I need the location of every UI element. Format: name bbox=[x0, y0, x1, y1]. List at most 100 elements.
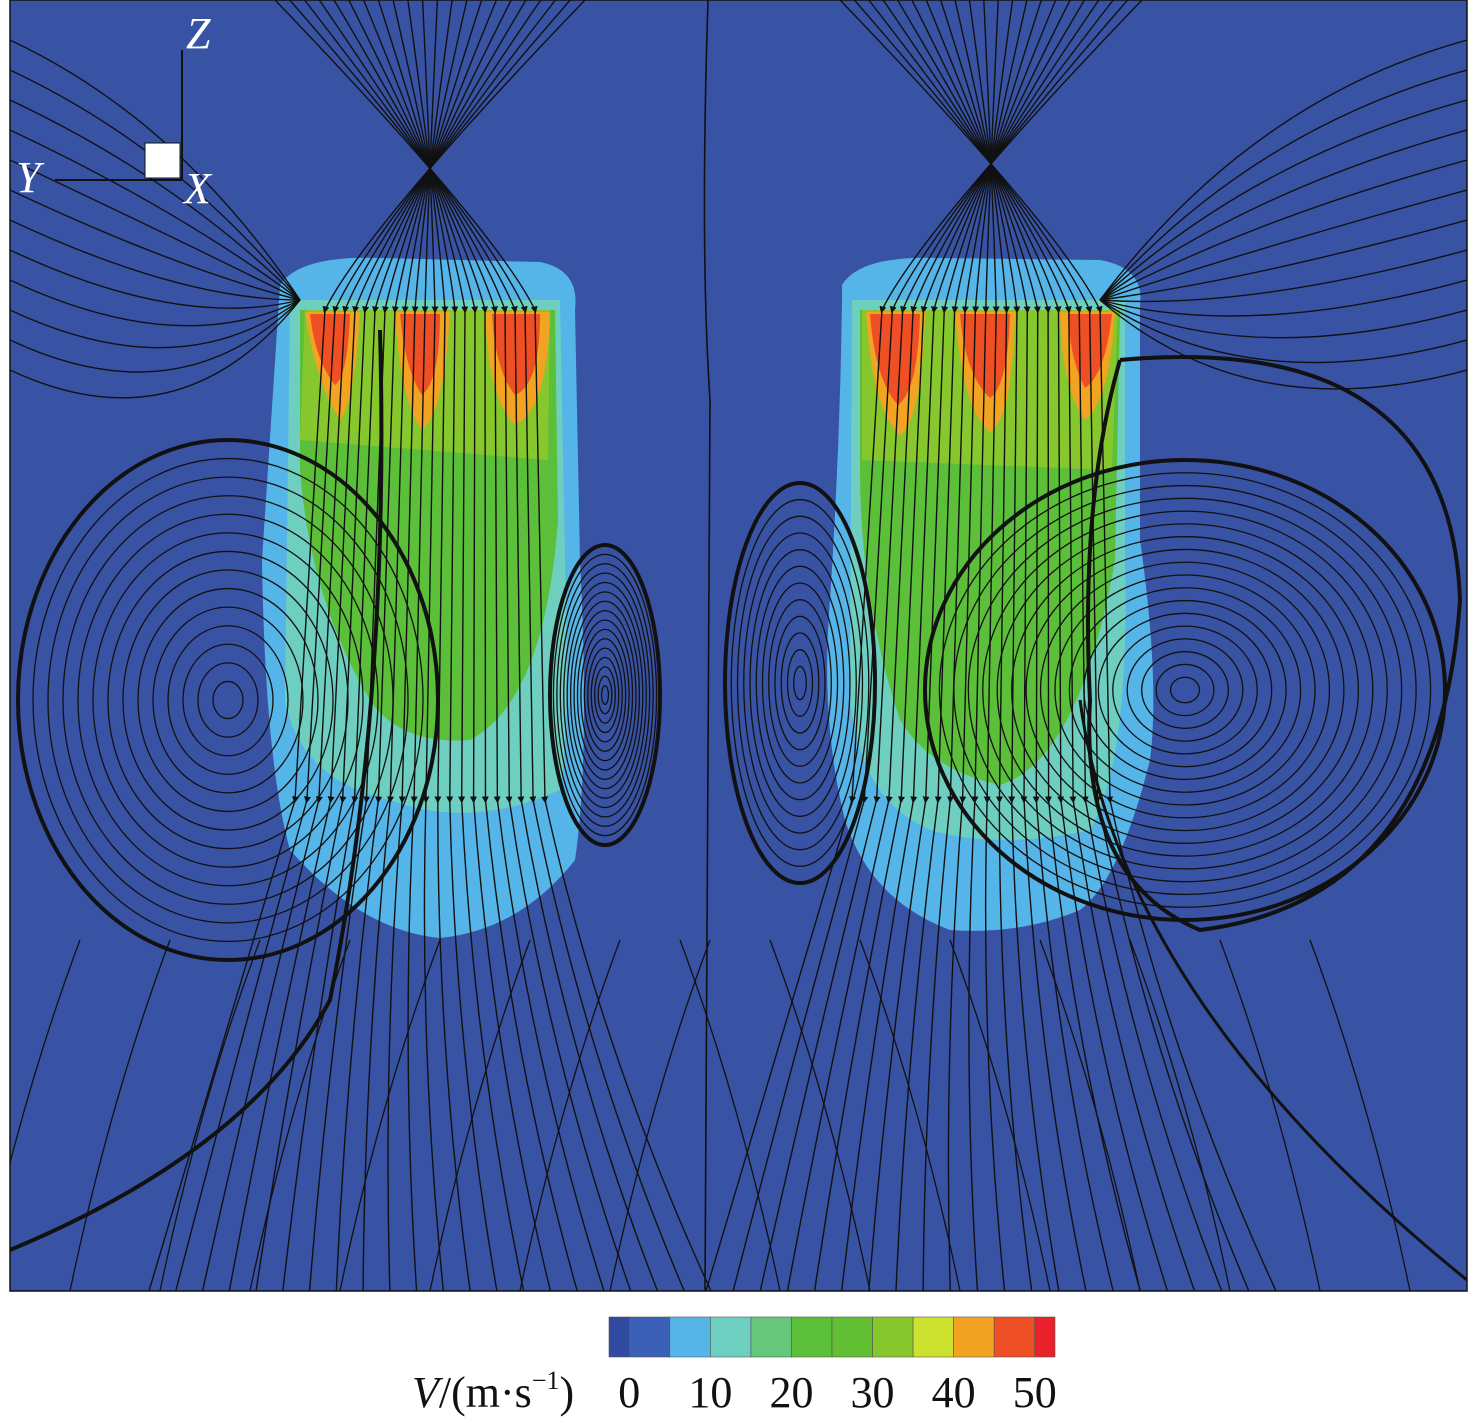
streamline bbox=[392, 0, 498, 1291]
vortex-streamline bbox=[793, 665, 807, 701]
colorbar-swatch bbox=[1034, 1316, 1056, 1358]
streamline bbox=[679, 939, 781, 1291]
streamline bbox=[839, 0, 1277, 1291]
vortex-streamline bbox=[576, 619, 634, 771]
vortex-streamline bbox=[1025, 548, 1345, 832]
colorbar-swatch bbox=[953, 1316, 995, 1358]
vortex-streamline bbox=[107, 550, 349, 850]
streamline bbox=[362, 0, 468, 1291]
vortex-streamline bbox=[953, 484, 1417, 896]
vortex-streamline bbox=[1083, 599, 1287, 781]
colorbar-swatch bbox=[831, 1316, 873, 1358]
streamline bbox=[609, 939, 711, 1291]
vortex-streamline bbox=[780, 632, 820, 734]
colorbar-exp: −1 bbox=[532, 1366, 560, 1395]
streamline bbox=[339, 939, 441, 1291]
streamline bbox=[1309, 939, 1411, 1291]
streamline bbox=[1099, 129, 1467, 301]
colorbar-swatch bbox=[912, 1316, 954, 1358]
streamline bbox=[759, 0, 1114, 1291]
colorbar-tick-label: 30 bbox=[851, 1368, 895, 1417]
colorbar-swatch bbox=[628, 1316, 671, 1358]
colorbar bbox=[608, 1316, 1056, 1358]
colorbar-tick-labels: 0 10 20 30 40 50 bbox=[618, 1368, 1056, 1417]
vortex-streamline bbox=[786, 649, 814, 717]
vortex-streamline bbox=[92, 532, 364, 868]
vortex-streamline bbox=[62, 495, 394, 905]
streamline bbox=[10, 279, 301, 327]
vortex-streamline bbox=[967, 497, 1403, 883]
streamline bbox=[362, 0, 552, 1291]
streamline bbox=[407, 0, 471, 1291]
streamline bbox=[175, 0, 571, 1291]
vortex-streamline bbox=[938, 472, 1432, 908]
colorbar-swatch bbox=[608, 1316, 630, 1358]
streamline bbox=[813, 0, 1086, 1291]
streamline bbox=[769, 939, 871, 1291]
colorbar-var: V bbox=[412, 1368, 444, 1417]
streamline bbox=[201, 0, 557, 1291]
streamline bbox=[335, 0, 483, 1291]
vortex-streamline bbox=[1011, 536, 1359, 844]
vortex-streamline bbox=[1097, 612, 1273, 768]
vortex-streamline bbox=[556, 563, 654, 827]
streamline bbox=[940, 0, 1087, 1291]
x-axis-label: X bbox=[182, 164, 213, 213]
streamline bbox=[10, 219, 301, 301]
streamline bbox=[228, 0, 542, 1291]
streamline bbox=[519, 939, 621, 1291]
vortex-streamline bbox=[197, 662, 259, 738]
streamline bbox=[10, 299, 301, 349]
vortex-streamline bbox=[569, 600, 641, 790]
colorbar-swatch bbox=[993, 1316, 1036, 1358]
streamline bbox=[954, 0, 1060, 1291]
colorbar-title: V/(m·s−1) bbox=[412, 1366, 574, 1417]
vortex-streamline bbox=[1112, 625, 1258, 755]
vortex-streamline bbox=[32, 457, 424, 943]
streamline bbox=[1099, 249, 1467, 303]
vortex-streamline bbox=[122, 569, 334, 831]
vortex-streamline bbox=[761, 582, 839, 784]
colorbar-close: ) bbox=[559, 1368, 574, 1417]
streamline bbox=[10, 299, 301, 373]
colorbar-swatch bbox=[872, 1316, 914, 1358]
vortex-streamline bbox=[563, 581, 647, 809]
streamline bbox=[949, 939, 1051, 1291]
streamline bbox=[841, 0, 1071, 1291]
streamline bbox=[911, 0, 1141, 1291]
streamline bbox=[387, 0, 453, 1291]
streamline bbox=[429, 939, 531, 1291]
streamline bbox=[1129, 939, 1231, 1291]
vortex-streamline bbox=[923, 458, 1447, 922]
plot-area bbox=[10, 0, 1467, 1291]
streamline bbox=[895, 0, 1042, 1291]
streamline bbox=[1099, 299, 1467, 390]
vortex-streamline bbox=[212, 680, 244, 720]
streamline bbox=[983, 0, 1006, 1291]
svg-text:V/(m·s−1): V/(m·s−1) bbox=[412, 1366, 574, 1417]
streamline bbox=[1099, 299, 1467, 364]
vortex-streamline bbox=[755, 565, 845, 801]
vortex-streamline bbox=[1141, 651, 1229, 729]
vortex-streamline bbox=[768, 599, 832, 767]
streamline bbox=[705, 0, 1143, 1291]
streamline bbox=[1219, 939, 1321, 1291]
streamline bbox=[859, 939, 961, 1291]
vortex-streamline bbox=[1039, 561, 1331, 819]
z-axis-label: Z bbox=[186, 9, 211, 58]
vortex-streamline bbox=[580, 628, 630, 762]
colorbar-swatch bbox=[750, 1316, 792, 1358]
vortex-streamline bbox=[590, 656, 620, 734]
colorbar-swatch bbox=[669, 1316, 711, 1358]
vortex-streamline bbox=[47, 476, 409, 924]
streamline bbox=[10, 329, 384, 1252]
vortex-streamline bbox=[1169, 676, 1201, 704]
streamline bbox=[1099, 219, 1467, 301]
streamline bbox=[786, 0, 1100, 1291]
streamline bbox=[421, 0, 445, 1291]
streamline bbox=[703, 0, 711, 1291]
vortex-streamline bbox=[137, 587, 319, 813]
vortex-streamline bbox=[152, 606, 304, 794]
streamlines bbox=[10, 0, 1467, 1291]
vortex-streamline bbox=[597, 675, 613, 715]
